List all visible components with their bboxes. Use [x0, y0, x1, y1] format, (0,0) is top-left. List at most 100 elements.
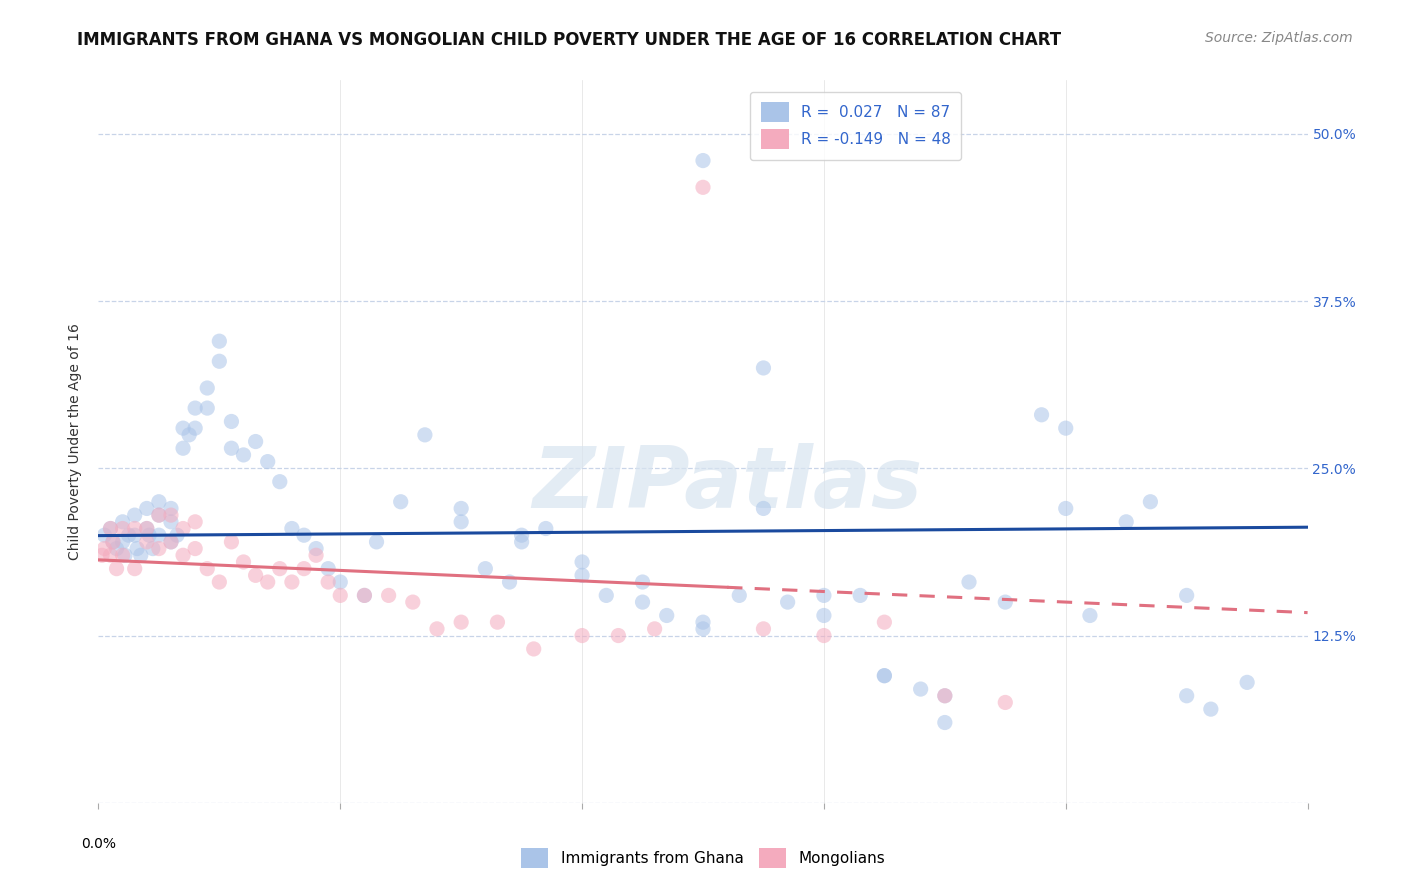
- Point: [195, 381, 218, 395]
- Text: 0.0%: 0.0%: [82, 838, 115, 852]
- Point: [184, 541, 207, 556]
- Point: [111, 521, 134, 535]
- Point: [221, 534, 243, 549]
- Point: [1115, 515, 1137, 529]
- Point: [111, 548, 134, 563]
- Point: [498, 575, 520, 590]
- Point: [111, 515, 134, 529]
- Point: [752, 501, 775, 516]
- Point: [934, 689, 956, 703]
- Point: [148, 528, 170, 542]
- Point: [101, 534, 124, 549]
- Point: [208, 334, 231, 349]
- Point: [305, 548, 328, 563]
- Point: [232, 448, 254, 462]
- Text: IMMIGRANTS FROM GHANA VS MONGOLIAN CHILD POVERTY UNDER THE AGE OF 16 CORRELATION: IMMIGRANTS FROM GHANA VS MONGOLIAN CHILD…: [77, 31, 1062, 49]
- Point: [184, 401, 207, 416]
- Point: [402, 595, 425, 609]
- Point: [571, 568, 593, 582]
- Point: [135, 521, 157, 535]
- Point: [245, 434, 267, 449]
- Point: [1031, 408, 1053, 422]
- Point: [172, 548, 194, 563]
- Point: [281, 521, 304, 535]
- Point: [474, 562, 496, 576]
- Point: [692, 153, 714, 168]
- Point: [148, 508, 170, 523]
- Point: [994, 696, 1017, 710]
- Point: [148, 541, 170, 556]
- Point: [692, 615, 714, 630]
- Point: [426, 622, 449, 636]
- Point: [269, 475, 291, 489]
- Point: [160, 534, 183, 549]
- Point: [166, 528, 188, 542]
- Point: [450, 515, 472, 529]
- Point: [135, 501, 157, 516]
- Point: [105, 562, 128, 576]
- Point: [256, 575, 278, 590]
- Point: [118, 528, 141, 542]
- Point: [1139, 494, 1161, 508]
- Point: [124, 521, 146, 535]
- Point: [873, 615, 896, 630]
- Point: [148, 508, 170, 523]
- Point: [510, 528, 533, 542]
- Point: [413, 427, 436, 442]
- Point: [329, 575, 352, 590]
- Point: [100, 521, 122, 535]
- Point: [127, 541, 149, 556]
- Point: [208, 575, 231, 590]
- Point: [135, 521, 157, 535]
- Point: [160, 534, 183, 549]
- Point: [305, 541, 328, 556]
- Point: [93, 528, 115, 542]
- Point: [129, 548, 152, 563]
- Text: Source: ZipAtlas.com: Source: ZipAtlas.com: [1205, 31, 1353, 45]
- Point: [101, 534, 124, 549]
- Point: [571, 555, 593, 569]
- Point: [100, 521, 122, 535]
- Legend: Immigrants from Ghana, Mongolians: Immigrants from Ghana, Mongolians: [515, 842, 891, 873]
- Point: [752, 361, 775, 376]
- Point: [329, 589, 352, 603]
- Point: [1054, 501, 1077, 516]
- Point: [232, 555, 254, 569]
- Point: [389, 494, 412, 508]
- Point: [184, 421, 207, 435]
- Point: [776, 595, 799, 609]
- Point: [813, 628, 835, 642]
- Point: [221, 442, 243, 455]
- Point: [195, 562, 218, 576]
- Point: [124, 528, 146, 542]
- Point: [631, 575, 654, 590]
- Point: [377, 589, 399, 603]
- Text: ZIPatlas: ZIPatlas: [531, 443, 922, 526]
- Point: [124, 508, 146, 523]
- Point: [813, 589, 835, 603]
- Point: [316, 575, 339, 590]
- Point: [221, 414, 243, 429]
- Point: [353, 589, 375, 603]
- Point: [1175, 589, 1198, 603]
- Point: [160, 508, 183, 523]
- Point: [1078, 608, 1101, 623]
- Point: [510, 534, 533, 549]
- Point: [256, 455, 278, 469]
- Point: [91, 548, 114, 563]
- Point: [813, 608, 835, 623]
- Point: [195, 401, 218, 416]
- Point: [105, 541, 128, 556]
- Point: [873, 669, 896, 683]
- Point: [910, 681, 932, 696]
- Point: [486, 615, 509, 630]
- Point: [366, 534, 388, 549]
- Point: [172, 421, 194, 435]
- Point: [450, 615, 472, 630]
- Point: [873, 669, 896, 683]
- Point: [595, 589, 617, 603]
- Point: [692, 622, 714, 636]
- Point: [1199, 702, 1222, 716]
- Point: [124, 562, 146, 576]
- Point: [208, 354, 231, 368]
